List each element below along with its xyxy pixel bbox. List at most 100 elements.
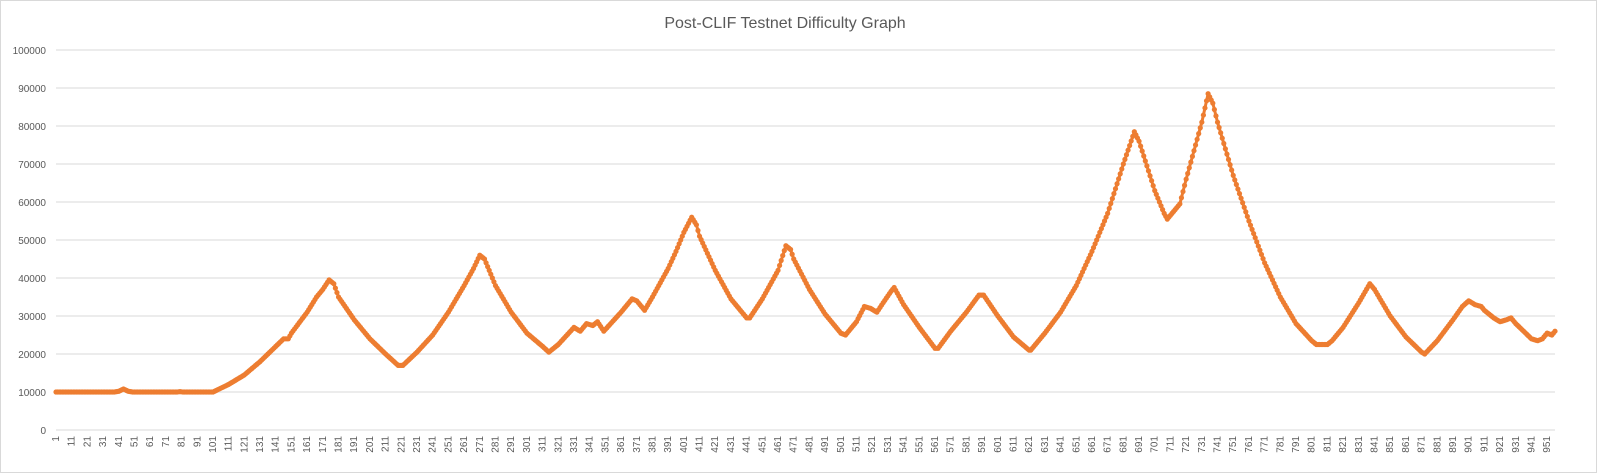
x-tick-label: 451 xyxy=(757,436,768,453)
data-point xyxy=(1114,181,1120,187)
x-tick-label: 651 xyxy=(1071,436,1082,453)
data-point xyxy=(1254,239,1260,245)
x-tick-label: 21 xyxy=(82,436,93,448)
y-tick-label: 70000 xyxy=(18,160,46,171)
data-point xyxy=(1147,173,1153,179)
x-tick-label: 801 xyxy=(1307,436,1318,453)
data-point xyxy=(1260,256,1266,262)
data-point xyxy=(775,267,781,273)
x-tick-label: 441 xyxy=(742,436,753,453)
data-point xyxy=(1230,172,1236,178)
x-tick-label: 491 xyxy=(820,436,831,453)
data-point xyxy=(1123,152,1130,158)
data-point xyxy=(1224,151,1230,157)
x-tick-label: 841 xyxy=(1369,436,1380,453)
x-tick-label: 151 xyxy=(286,436,297,453)
x-tick-label: 311 xyxy=(538,436,549,452)
y-tick-label: 10000 xyxy=(18,388,46,399)
y-tick-label: 40000 xyxy=(18,274,46,285)
x-tick-label: 231 xyxy=(412,436,423,453)
x-tick-label: 931 xyxy=(1511,436,1522,453)
x-tick-label: 201 xyxy=(365,436,376,453)
gridlines xyxy=(56,49,1555,431)
x-tick-label: 881 xyxy=(1432,436,1443,453)
x-tick-label: 531 xyxy=(883,436,894,453)
data-point xyxy=(1252,235,1258,241)
data-point xyxy=(1255,243,1261,249)
data-point xyxy=(1244,213,1250,220)
data-point xyxy=(1136,138,1142,144)
x-tick-label: 541 xyxy=(899,436,910,453)
data-point xyxy=(1240,200,1246,206)
x-tick-label: 221 xyxy=(396,436,407,453)
data-point xyxy=(1235,186,1241,192)
data-point xyxy=(1119,166,1125,172)
x-tick-label: 571 xyxy=(946,436,957,453)
x-tick-label: 781 xyxy=(1275,436,1286,453)
x-tick-label: 561 xyxy=(930,436,941,453)
data-point xyxy=(1238,195,1244,201)
x-axis-ticks: 1 11 21 31 41 51 61 71 81 91 101 111 121 131 141 151 161… xyxy=(51,436,1553,453)
x-tick-label: 661 xyxy=(1087,436,1098,453)
x-tick-label: 131 xyxy=(255,436,266,453)
x-tick-label: 901 xyxy=(1464,436,1475,453)
x-tick-label: 601 xyxy=(993,436,1004,453)
data-point xyxy=(1138,143,1144,149)
data-point xyxy=(1236,191,1243,197)
data-point xyxy=(695,227,701,234)
x-tick-label: 281 xyxy=(490,436,501,453)
series-layer xyxy=(53,91,1558,395)
data-point xyxy=(1106,205,1112,212)
x-tick-label: 371 xyxy=(632,436,643,453)
x-tick-label: 41 xyxy=(114,436,125,448)
y-tick-label: 60000 xyxy=(18,198,46,209)
data-point xyxy=(1216,124,1222,131)
series-line xyxy=(56,92,1557,394)
x-tick-label: 721 xyxy=(1181,436,1192,453)
x-tick-label: 31 xyxy=(98,436,109,448)
data-point xyxy=(1203,98,1210,104)
x-tick-label: 71 xyxy=(161,436,172,448)
x-tick-label: 161 xyxy=(302,436,313,453)
data-point xyxy=(1120,161,1126,167)
x-tick-label: 681 xyxy=(1118,436,1129,453)
y-tick-label: 0 xyxy=(40,426,46,437)
x-tick-label: 631 xyxy=(1040,436,1051,453)
data-point xyxy=(1213,113,1219,119)
x-tick-label: 671 xyxy=(1103,436,1114,453)
x-tick-label: 461 xyxy=(773,436,784,453)
data-point xyxy=(1177,201,1183,207)
data-point xyxy=(1200,112,1206,118)
data-point xyxy=(1243,209,1249,215)
x-tick-label: 91 xyxy=(192,436,203,448)
data-point xyxy=(1211,106,1217,113)
data-point xyxy=(1112,186,1119,192)
x-tick-label: 11 xyxy=(67,436,78,447)
data-point xyxy=(1117,171,1123,177)
x-tick-label: 711 xyxy=(1165,436,1176,452)
data-point xyxy=(1257,247,1263,253)
x-tick-label: 581 xyxy=(961,436,972,453)
x-tick-label: 701 xyxy=(1150,436,1161,453)
x-tick-label: 811 xyxy=(1322,436,1333,452)
x-tick-label: 771 xyxy=(1260,436,1271,453)
data-point xyxy=(1181,182,1188,188)
data-point xyxy=(1150,183,1156,189)
data-point xyxy=(1185,170,1191,177)
x-tick-label: 851 xyxy=(1385,436,1396,453)
data-point xyxy=(778,257,784,264)
x-tick-label: 331 xyxy=(569,436,580,453)
data-point xyxy=(1139,148,1145,154)
x-tick-label: 741 xyxy=(1213,436,1224,453)
x-tick-label: 591 xyxy=(977,436,988,453)
data-point xyxy=(1105,210,1111,216)
data-point xyxy=(1232,177,1238,183)
data-point xyxy=(1189,153,1196,159)
data-point xyxy=(1125,147,1131,153)
x-tick-label: 831 xyxy=(1354,436,1365,453)
x-tick-label: 351 xyxy=(600,436,611,453)
data-point xyxy=(1196,131,1202,137)
data-point xyxy=(781,248,787,254)
data-point xyxy=(1109,195,1115,202)
